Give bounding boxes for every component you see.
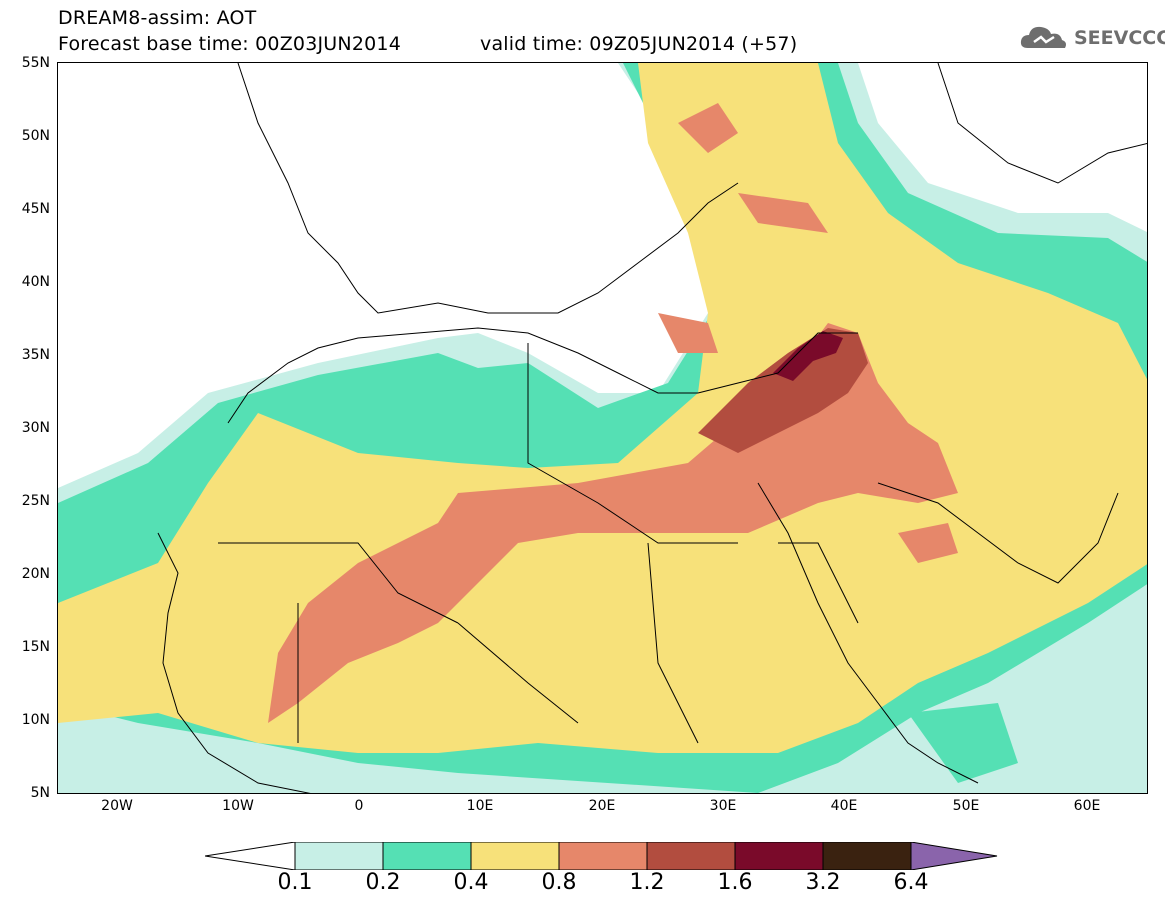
y-tick-label: 45N (21, 201, 50, 217)
colorbar-label: 1.6 (717, 870, 753, 895)
colorbar (205, 842, 998, 870)
valid-time: valid time: 09Z05JUN2014 (+57) (480, 33, 798, 55)
y-tick-label: 25N (21, 493, 50, 509)
y-tick-label: 20N (21, 566, 50, 582)
colorbar-bin (558, 842, 648, 870)
x-tick-label: 60E (1073, 798, 1101, 814)
colorbar-bin (646, 842, 736, 870)
seevccc-logo: SEEVCCC (1018, 22, 1165, 54)
colorbar-label: 0.8 (541, 870, 577, 895)
colorbar-bin (822, 842, 912, 870)
x-tick-label: 40E (830, 798, 858, 814)
colorbar-label: 1.2 (629, 870, 665, 895)
x-tick-label: 50E (952, 798, 980, 814)
colorbar-upper-extension (910, 842, 998, 870)
y-tick-label: 5N (30, 785, 50, 801)
aot-band-1.6-3.2 (773, 331, 843, 381)
x-tick-label: 10W (222, 798, 254, 814)
colorbar-label: 0.2 (365, 870, 401, 895)
y-tick-label: 30N (21, 420, 50, 436)
colorbar-bin (734, 842, 824, 870)
y-tick-label: 40N (21, 274, 50, 290)
x-tick-label: 10E (466, 798, 494, 814)
colorbar-lower-extension (205, 842, 296, 870)
aot-band-0.4-0.8 (58, 63, 1147, 753)
colorbar-label: 3.2 (805, 870, 841, 895)
colorbar-label: 6.4 (893, 870, 929, 895)
colorbar-bin (382, 842, 472, 870)
y-tick-label: 10N (21, 712, 50, 728)
colorbar-label: 0.1 (277, 870, 313, 895)
x-tick-label: 0 (354, 798, 364, 814)
y-tick-label: 35N (21, 347, 50, 363)
aot-map (57, 62, 1148, 794)
cloud-icon (1020, 26, 1066, 48)
coastlines (157, 63, 1147, 793)
map-title: DREAM8-assim: AOT (58, 7, 257, 29)
y-tick-label: 15N (21, 639, 50, 655)
colorbar-label: 0.4 (453, 870, 489, 895)
y-tick-label: 55N (21, 55, 50, 71)
aot-band-1.2-1.6 (698, 328, 868, 453)
forecast-base-time: Forecast base time: 00Z03JUN2014 (58, 33, 401, 55)
logo-text: SEEVCCC (1074, 27, 1165, 49)
aot-contour-field (58, 63, 1147, 793)
colorbar-bin (294, 842, 384, 870)
x-tick-label: 20E (588, 798, 616, 814)
x-tick-label: 30E (709, 798, 737, 814)
x-tick-label: 20W (101, 798, 133, 814)
colorbar-bin (470, 842, 560, 870)
y-tick-label: 50N (21, 128, 50, 144)
